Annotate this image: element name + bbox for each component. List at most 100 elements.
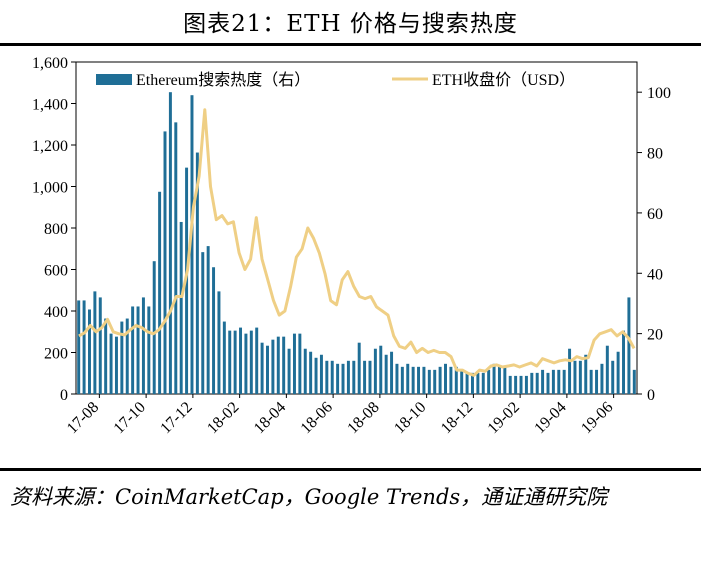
legend: Ethereum搜索热度（右） ETH收盘价（USD） xyxy=(96,70,575,89)
bar xyxy=(632,369,636,394)
price-line xyxy=(78,108,636,377)
bar xyxy=(298,333,302,394)
bar xyxy=(541,369,545,394)
bar xyxy=(444,363,447,394)
bar xyxy=(573,360,577,394)
bar xyxy=(93,291,97,394)
bar xyxy=(287,348,291,394)
bar xyxy=(292,333,296,394)
bar xyxy=(163,131,167,394)
bar xyxy=(503,366,507,394)
bar xyxy=(454,366,458,394)
bar xyxy=(190,95,194,394)
bar xyxy=(266,345,269,394)
bar xyxy=(535,372,539,394)
right-axis-label: 0 xyxy=(647,387,655,404)
bar xyxy=(217,291,221,394)
bar xyxy=(104,318,108,394)
bar xyxy=(519,375,523,394)
legend-label-bars: Ethereum搜索热度（右） xyxy=(136,71,310,89)
x-axis-label: 19-04 xyxy=(531,399,569,437)
bar xyxy=(384,354,388,394)
x-axis-label: 17-12 xyxy=(157,399,195,437)
bar xyxy=(352,360,356,394)
bar xyxy=(605,345,609,394)
bar xyxy=(422,366,426,394)
bar xyxy=(600,363,604,394)
right-axis-label: 80 xyxy=(647,146,663,163)
bar xyxy=(131,306,135,394)
bar xyxy=(330,360,334,394)
bar xyxy=(379,345,383,394)
bar xyxy=(233,330,237,394)
bar xyxy=(616,351,620,394)
bar xyxy=(449,366,453,394)
right-axis-label: 60 xyxy=(647,206,663,223)
bar xyxy=(546,372,550,394)
right-axis-label: 100 xyxy=(647,85,671,102)
bar xyxy=(357,342,361,394)
bar xyxy=(427,369,431,394)
bar-series xyxy=(77,92,636,394)
bar xyxy=(595,369,599,394)
bar xyxy=(627,297,631,394)
x-axis-label: 18-08 xyxy=(344,399,382,437)
bar xyxy=(551,369,555,394)
bar xyxy=(222,321,226,394)
bar xyxy=(206,246,210,394)
left-axis-label: 1,600 xyxy=(32,55,68,72)
bar xyxy=(341,363,345,394)
bar xyxy=(141,297,145,394)
bar xyxy=(460,369,464,394)
bar xyxy=(433,369,437,394)
bar xyxy=(271,339,275,394)
bar xyxy=(239,327,243,394)
bar xyxy=(88,309,91,394)
legend-swatch-bars xyxy=(96,74,132,85)
left-axis-label: 1,000 xyxy=(32,180,68,197)
bar xyxy=(438,366,442,394)
bar xyxy=(179,221,183,394)
bar xyxy=(481,372,485,394)
source-note: 资料来源：CoinMarketCap，Google Trends，通证通研究院 xyxy=(10,485,608,509)
x-axis-label: 18-04 xyxy=(251,399,289,437)
bar xyxy=(77,300,81,394)
bar xyxy=(174,122,178,394)
x-axis-label: 17-10 xyxy=(111,399,149,437)
x-axis-label: 18-10 xyxy=(391,399,429,437)
bar xyxy=(470,372,474,394)
title-rule xyxy=(0,43,701,46)
bar xyxy=(212,267,216,394)
bar xyxy=(562,369,566,394)
x-axis-label: 19-06 xyxy=(578,399,616,437)
bar xyxy=(120,321,124,394)
bar xyxy=(260,342,264,394)
bar xyxy=(82,300,86,394)
x-axis-label: 18-12 xyxy=(438,399,476,437)
bar xyxy=(492,363,496,394)
x-axis-label: 17-08 xyxy=(64,399,102,437)
chart-title: 图表21：ETH 价格与搜索热度 xyxy=(183,11,518,37)
bar xyxy=(303,348,307,394)
bar xyxy=(390,351,394,394)
x-axis-label: 19-02 xyxy=(485,399,523,437)
bar xyxy=(406,363,410,394)
bar xyxy=(109,333,113,394)
bar xyxy=(589,369,593,394)
bar xyxy=(346,360,350,394)
bar xyxy=(417,366,421,394)
bar xyxy=(319,354,323,394)
x-axis-label: 18-06 xyxy=(298,399,336,437)
chart-area: 0 200 400 600 800 1,000 1,200 1,400 1,600 0 20 40 60… xyxy=(32,55,671,437)
bar xyxy=(255,327,259,394)
bar xyxy=(508,375,512,394)
bar xyxy=(228,330,232,394)
bar xyxy=(465,372,469,394)
bar xyxy=(578,360,582,394)
bar xyxy=(282,336,286,394)
left-axis-label: 200 xyxy=(44,346,68,363)
bar xyxy=(487,369,491,394)
bar xyxy=(114,336,118,394)
left-axis-label: 0 xyxy=(60,387,68,404)
bar xyxy=(368,360,372,394)
